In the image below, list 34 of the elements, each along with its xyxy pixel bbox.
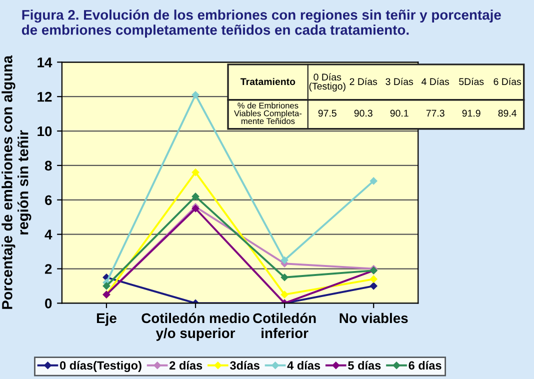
text: 91.9 xyxy=(462,110,480,117)
annotation: 90.1 xyxy=(390,110,408,117)
text: 89.4 xyxy=(498,110,517,117)
y-tick-label: 6 xyxy=(45,195,52,206)
text: 5Días xyxy=(459,78,484,86)
annotation: 0 Días (Testigo) xyxy=(309,73,346,92)
text: 77.3 xyxy=(426,110,444,117)
y-axis-title: Porcentaje de embriones con alguna región sin teñir xyxy=(2,55,32,309)
y-tick-label: 2 xyxy=(44,264,52,274)
annotation: 2 Días xyxy=(350,78,378,86)
legend-label: 6 días xyxy=(408,360,442,370)
annotation: % de Embriones Viables Completa- mente Teñidos xyxy=(234,102,302,124)
chart-title: Figura 2. Evolución de los embriones con regiones sin teñir y porcentaje de embriones completamente teñidos en cada tratamiento. xyxy=(22,9,501,38)
legend-label: 5 días xyxy=(348,360,381,370)
annotation: Tratamiento xyxy=(240,78,296,86)
y-tick-label: 8 xyxy=(44,160,52,171)
y-tick-label: 0 xyxy=(45,298,52,308)
text: 6 Días xyxy=(494,78,522,86)
y-tick-label: 4 xyxy=(44,230,52,240)
annotation: 97.5 xyxy=(318,110,336,117)
x-tick-label: Cotiledón inferior xyxy=(253,312,316,338)
legend-label: 2 días xyxy=(170,360,202,370)
y-tick-label: 10 xyxy=(38,126,52,136)
legend-label: 3días xyxy=(230,360,260,370)
annotation: 90.3 xyxy=(354,110,372,117)
x-tick-label: Cotiledón medio y/o superior xyxy=(142,312,250,341)
annotation: 3 Días xyxy=(386,78,414,86)
x-tick-label: No viables xyxy=(340,312,408,324)
y-tick-label: 14 xyxy=(38,58,52,68)
legend-label: 0 días(Testigo) xyxy=(60,360,142,372)
legend-label: 4 días xyxy=(287,360,320,370)
x-tick-label: Eje xyxy=(96,312,116,326)
text: 4 Días xyxy=(422,78,450,86)
y-tick-label: 12 xyxy=(38,92,52,102)
